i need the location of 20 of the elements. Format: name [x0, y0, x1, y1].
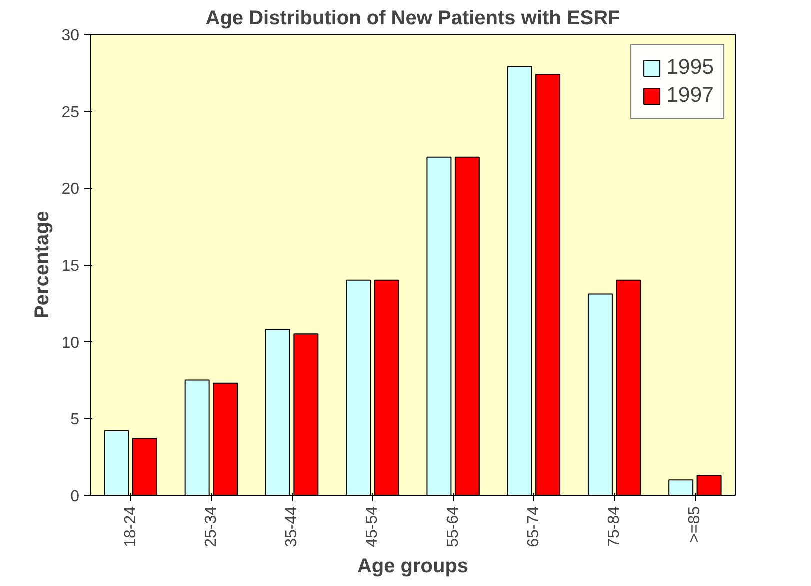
y-tick-label: 20 — [62, 181, 80, 198]
y-axis-title: Percentage — [32, 211, 54, 319]
chart-title: Age Distribution of New Patients with ESRF — [206, 8, 620, 30]
y-tick-label: 10 — [62, 334, 80, 352]
x-tick-label: 35-44 — [284, 506, 301, 548]
y-tick-label: 5 — [70, 412, 80, 429]
legend-label: 1995 — [666, 55, 714, 80]
y-tick-label: 25 — [62, 104, 80, 122]
x-tick-label: 25-34 — [202, 506, 220, 548]
y-tick-label: 0 — [70, 488, 80, 506]
legend-label: 1997 — [666, 83, 714, 108]
x-tick-label: 45-54 — [364, 506, 382, 548]
y-tick-label: 15 — [62, 258, 80, 275]
x-tick-label: 18-24 — [122, 506, 140, 548]
x-tick-label: 65-74 — [525, 506, 542, 548]
x-tick-label: 55-64 — [444, 506, 462, 548]
y-tick-label: 30 — [62, 28, 80, 44]
x-tick-label: 75-84 — [606, 506, 624, 548]
x-tick-label: >=85 — [686, 506, 704, 543]
x-axis-title: Age groups — [357, 555, 469, 578]
